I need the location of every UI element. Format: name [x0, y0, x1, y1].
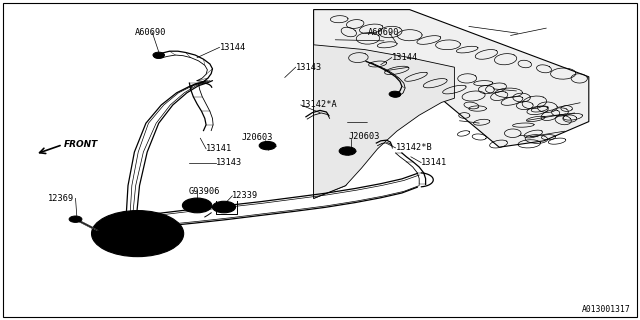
- Circle shape: [148, 231, 157, 236]
- Text: 13141: 13141: [421, 158, 447, 167]
- Text: 13142*A: 13142*A: [301, 100, 337, 109]
- Text: A60690: A60690: [134, 28, 166, 37]
- Circle shape: [69, 216, 82, 222]
- Text: 13143: 13143: [296, 63, 322, 72]
- Circle shape: [92, 211, 184, 257]
- Circle shape: [138, 239, 147, 243]
- Text: A013001317: A013001317: [582, 305, 630, 314]
- Polygon shape: [314, 10, 589, 198]
- Text: 12339: 12339: [232, 191, 259, 200]
- Text: 13144: 13144: [392, 53, 418, 62]
- Text: A60690: A60690: [368, 28, 399, 37]
- Circle shape: [138, 224, 147, 228]
- Text: 12369: 12369: [48, 194, 74, 203]
- Circle shape: [212, 201, 236, 213]
- Circle shape: [126, 228, 149, 239]
- Text: J20603: J20603: [242, 133, 273, 142]
- Text: G93906: G93906: [189, 187, 220, 196]
- Text: 13144: 13144: [220, 43, 246, 52]
- Text: 13141: 13141: [206, 144, 232, 153]
- Circle shape: [121, 236, 130, 240]
- Text: 13143: 13143: [216, 158, 243, 167]
- Text: 12305: 12305: [122, 241, 148, 250]
- Circle shape: [97, 230, 108, 236]
- Text: 13142*B: 13142*B: [396, 143, 432, 152]
- Circle shape: [182, 198, 212, 213]
- Circle shape: [113, 221, 162, 246]
- Circle shape: [390, 92, 401, 97]
- Circle shape: [121, 227, 130, 231]
- Circle shape: [339, 147, 356, 155]
- Polygon shape: [314, 45, 454, 198]
- Text: FRONT: FRONT: [64, 140, 99, 148]
- Circle shape: [153, 52, 164, 58]
- Circle shape: [154, 53, 164, 59]
- Circle shape: [389, 91, 401, 97]
- Text: J20603: J20603: [349, 132, 380, 141]
- Circle shape: [259, 141, 276, 150]
